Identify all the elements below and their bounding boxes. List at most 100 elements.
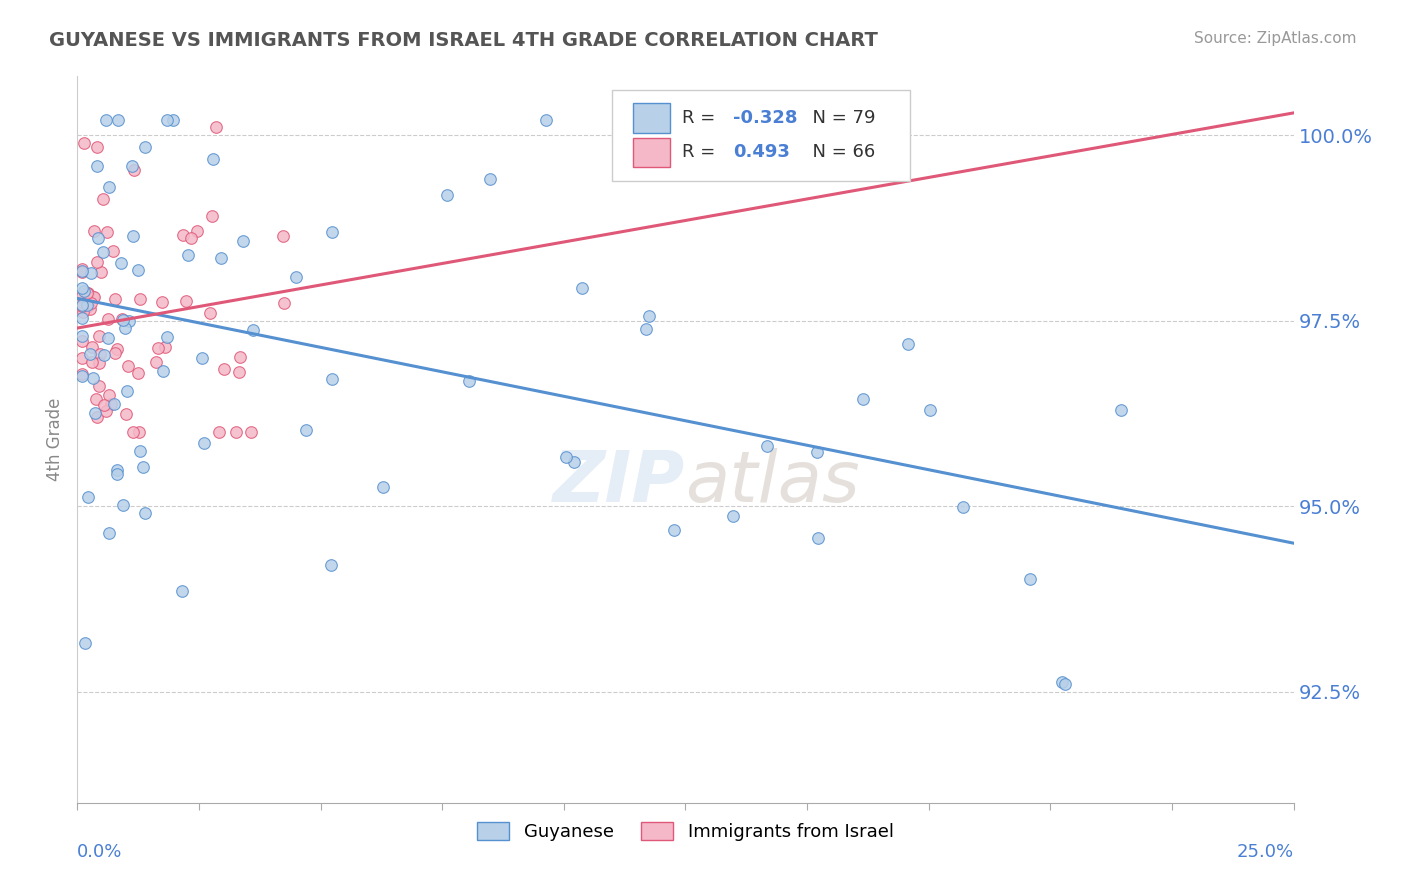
Point (76, 490, 98, 504)
Point (371, 480, 394, 494)
Point (70, 310, 93, 325)
Point (479, 172, 502, 186)
Point (100, 397, 122, 411)
Point (70, 368, 93, 383)
Point (98, 179, 121, 194)
Bar (633, 103, 669, 133)
Point (155, 340, 177, 354)
Point (86, 140, 108, 154)
Bar (633, 137, 669, 167)
Point (70, 334, 93, 349)
Point (170, 583, 193, 598)
Text: R =: R = (682, 109, 721, 127)
Point (127, 366, 149, 380)
Text: -0.328: -0.328 (733, 109, 797, 127)
Point (536, 113, 558, 128)
Point (105, 467, 128, 482)
Y-axis label: 4th Grade: 4th Grade (46, 398, 65, 481)
Point (72, 305, 94, 319)
Point (1019, 572, 1042, 586)
Point (172, 227, 194, 242)
Point (897, 336, 920, 351)
Point (89, 379, 111, 393)
Point (664, 523, 686, 537)
Point (554, 450, 576, 465)
Point (132, 460, 155, 475)
Point (76, 300, 98, 314)
Point (91, 244, 114, 259)
Point (152, 294, 174, 309)
Point (96, 225, 118, 239)
Point (228, 365, 250, 379)
Point (83, 405, 105, 419)
Point (232, 234, 254, 248)
Point (105, 342, 128, 356)
Point (273, 295, 295, 310)
Point (76, 285, 98, 300)
Point (156, 330, 179, 344)
Text: N = 66: N = 66 (801, 143, 875, 161)
Point (634, 322, 657, 336)
Point (198, 306, 221, 320)
Point (87, 329, 110, 343)
Point (152, 364, 174, 378)
Point (145, 355, 167, 369)
Text: N = 79: N = 79 (801, 109, 876, 127)
Point (180, 231, 202, 245)
Point (79, 296, 101, 310)
Text: atlas: atlas (686, 449, 860, 517)
Point (122, 229, 145, 244)
Point (82, 354, 104, 368)
Point (208, 425, 231, 439)
Point (82, 290, 104, 304)
Point (80, 266, 103, 280)
Point (103, 397, 125, 411)
Point (111, 498, 134, 512)
Point (111, 313, 134, 327)
Point (91, 192, 114, 206)
Point (114, 407, 136, 421)
Point (110, 256, 132, 270)
Point (70, 265, 93, 279)
Legend: Guyanese, Immigrants from Israel: Guyanese, Immigrants from Israel (470, 814, 901, 848)
Point (177, 248, 200, 262)
Point (193, 435, 215, 450)
Point (571, 281, 593, 295)
Point (97, 311, 120, 326)
Text: R =: R = (682, 143, 721, 161)
Point (93, 348, 115, 362)
Point (70, 298, 93, 312)
Point (806, 444, 828, 458)
Point (83, 224, 105, 238)
FancyBboxPatch shape (613, 90, 911, 181)
Point (111, 312, 134, 326)
Point (129, 293, 152, 307)
Point (94, 113, 117, 128)
Point (321, 558, 343, 572)
Point (229, 351, 252, 365)
Point (186, 224, 208, 238)
Point (97, 387, 120, 401)
Point (127, 263, 149, 277)
Point (93, 398, 115, 412)
Point (436, 188, 458, 202)
Point (70, 351, 93, 365)
Point (162, 113, 184, 128)
Point (70, 289, 93, 303)
Point (118, 314, 141, 328)
Point (73, 136, 96, 151)
Text: 25.0%: 25.0% (1236, 843, 1294, 861)
Point (117, 359, 139, 373)
Point (128, 425, 150, 439)
Point (89, 356, 111, 370)
Point (721, 508, 744, 523)
Point (86, 255, 108, 269)
Point (242, 323, 264, 337)
Point (321, 225, 343, 239)
Point (104, 345, 127, 359)
Point (70, 299, 93, 313)
Point (70, 328, 93, 343)
Point (79, 347, 101, 361)
Point (115, 384, 138, 398)
Point (284, 270, 307, 285)
